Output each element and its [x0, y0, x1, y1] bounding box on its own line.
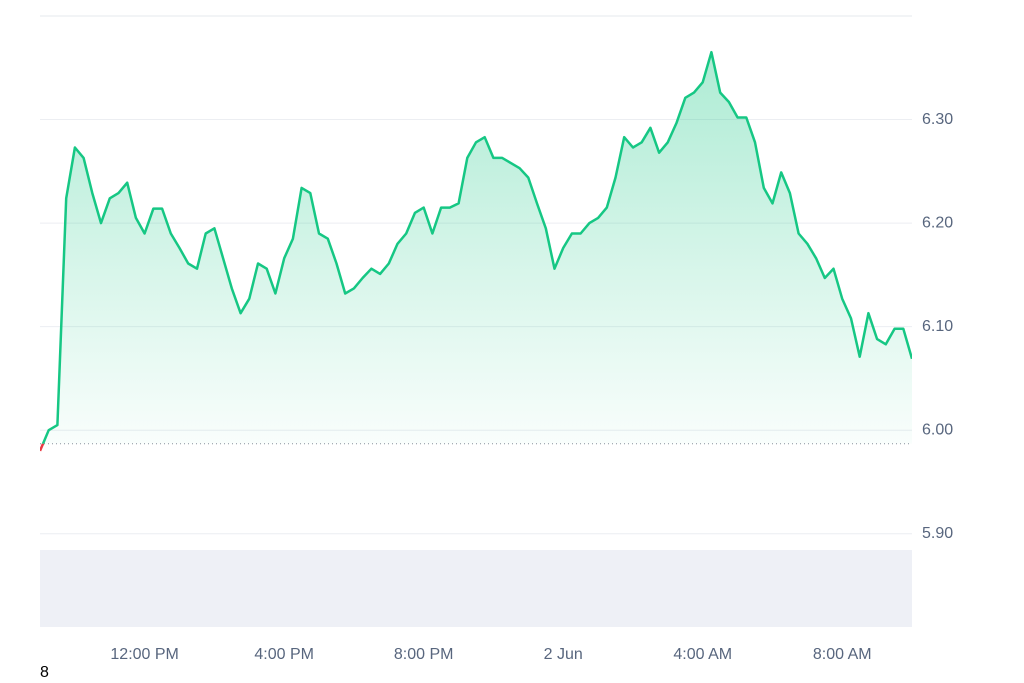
area — [40, 52, 912, 444]
x-tick-label: 12:00 PM — [110, 646, 178, 663]
x-tick-label: 8:00 AM — [813, 646, 872, 663]
price-line — [41, 50, 912, 444]
y-tick-label: 6.10 — [922, 318, 953, 335]
y-tick-label: 5.90 — [922, 525, 953, 542]
x-tick-label: 2 Jun — [544, 646, 583, 663]
y-tick-label: 6.20 — [922, 214, 953, 231]
volume-band — [40, 550, 912, 627]
y-tick-label: 6.00 — [922, 421, 953, 438]
footnote: 8 — [40, 664, 49, 681]
y-tick-label: 6.30 — [922, 111, 953, 128]
x-tick-label: 8:00 PM — [394, 646, 454, 663]
x-tick-label: 4:00 AM — [673, 646, 732, 663]
x-tick-label: 4:00 PM — [254, 646, 314, 663]
